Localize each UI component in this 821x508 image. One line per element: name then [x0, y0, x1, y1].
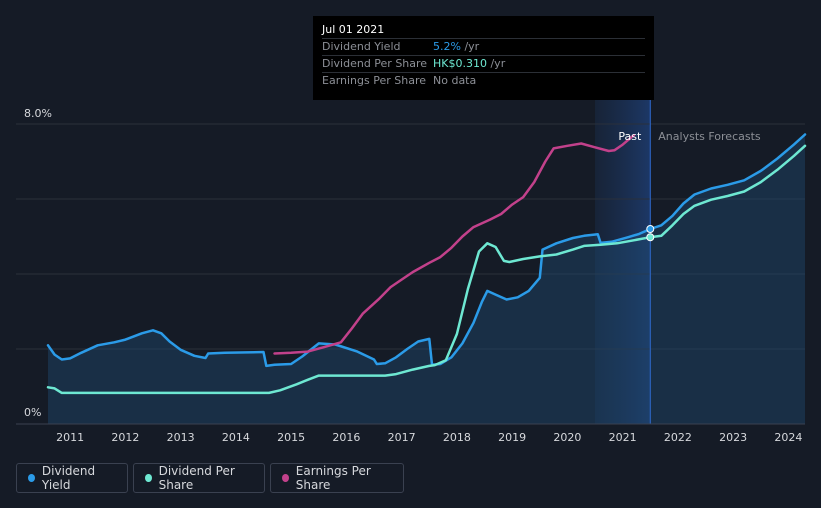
legend-earnings-per-share[interactable]: Earnings Per Share [270, 463, 404, 493]
tooltip-row-dividend-per-share: Dividend Per Share HK$0.310 /yr [322, 55, 645, 72]
x-tick-label: 2022 [664, 431, 692, 444]
legend-dot-icon [28, 474, 35, 482]
tooltip-row-dividend-yield: Dividend Yield 5.2% /yr [322, 38, 645, 55]
tooltip-marker [646, 233, 655, 242]
x-axis-ticks: 2011 2012 2013 2014 2015 2016 2017 2018 2019 2020… [56, 431, 802, 444]
legend-label: Dividend Yield [41, 464, 96, 492]
past-highlight-band [595, 100, 651, 424]
y-axis-ticks: 8.0% 0% [24, 107, 52, 419]
tooltip-row-earnings-per-share: Earnings Per Share No data [322, 72, 645, 89]
series-area-0 [48, 134, 805, 424]
series-line-earnings-per-share [273, 134, 635, 355]
x-tick-label: 2015 [277, 431, 305, 444]
legend-label: Earnings Per Share [295, 464, 371, 492]
x-tick-label: 2013 [167, 431, 195, 444]
x-tick-label: 2023 [719, 431, 747, 444]
x-tick-label: 2024 [774, 431, 802, 444]
tooltip-value: 5.2% [433, 40, 461, 53]
tooltip: Jul 01 2021 Dividend Yield 5.2% /yr Divi… [313, 16, 654, 100]
legend-dividend-yield[interactable]: Dividend Yield [16, 463, 128, 493]
tooltip-marker [646, 225, 655, 233]
tooltip-label: Dividend Per Share [322, 57, 428, 70]
x-tick-label: 2021 [609, 431, 637, 444]
x-tick-label: 2017 [388, 431, 416, 444]
x-tick-label: 2014 [222, 431, 250, 444]
series-areas [48, 134, 805, 424]
series-line-dividend-per-share [46, 144, 807, 395]
tooltip-markers [646, 225, 655, 242]
past-label: Past [618, 130, 642, 143]
legend-label: Dividend Per Share [158, 464, 235, 492]
x-tick-label: 2018 [443, 431, 471, 444]
x-tick-label: 2012 [111, 431, 139, 444]
tooltip-date: Jul 01 2021 [322, 23, 385, 36]
legend-dot-icon [282, 474, 289, 482]
x-tick-label: 2020 [553, 431, 581, 444]
tooltip-label: Dividend Yield [322, 40, 401, 53]
tooltip-label: Earnings Per Share [322, 74, 427, 87]
x-tick-label: 2016 [332, 431, 360, 444]
x-tick-label: 2011 [56, 431, 84, 444]
analysts-forecasts-label: Analysts Forecasts [658, 130, 761, 143]
legend-dividend-per-share[interactable]: Dividend Per Share [133, 463, 265, 493]
legend-dot-icon [145, 474, 152, 482]
y-tick-label: 8.0% [24, 107, 52, 120]
tooltip-value: No data [433, 74, 477, 87]
tooltip-value: HK$0.310 [433, 57, 487, 70]
tooltip-unit: /yr [460, 40, 480, 53]
x-tick-label: 2019 [498, 431, 526, 444]
y-tick-label: 0% [24, 406, 41, 419]
tooltip-unit: /yr [486, 57, 506, 70]
